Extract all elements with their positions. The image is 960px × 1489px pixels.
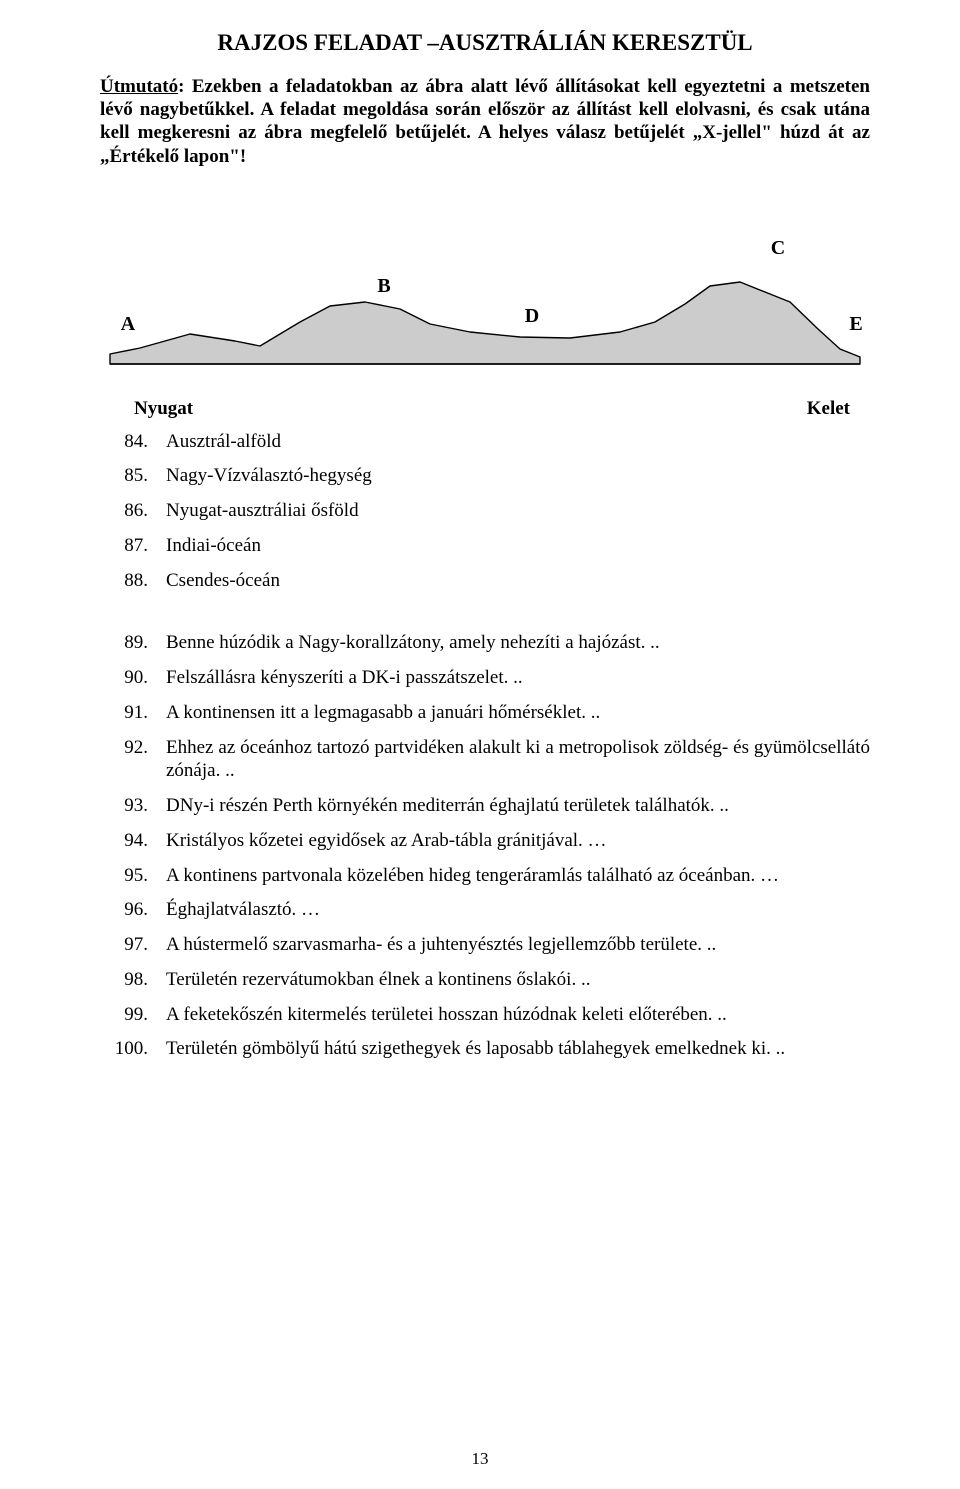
cross-section-diagram: A B D C E (100, 224, 870, 384)
item-number: 95. (100, 864, 166, 888)
item-text: Benne húzódik a Nagy-korallzátony, amely… (166, 631, 870, 655)
item-number: 86. (100, 499, 166, 523)
svg-text:D: D (525, 305, 539, 327)
item-number: 90. (100, 666, 166, 690)
intro-lead: Útmutató (100, 76, 178, 97)
list-item: 91.A kontinensen itt a legmagasabb a jan… (100, 701, 870, 725)
item-text: Csendes-óceán (166, 569, 870, 593)
item-number: 87. (100, 534, 166, 558)
item-number: 85. (100, 464, 166, 488)
list-item: 84.Ausztrál-alföld (100, 430, 870, 454)
list-item: 97.A hústermelő szarvasmarha- és a juhte… (100, 933, 870, 957)
item-text: Ehhez az óceánhoz tartozó partvidéken al… (166, 736, 870, 784)
item-number: 84. (100, 430, 166, 454)
item-text: DNy-i részén Perth környékén mediterrán … (166, 794, 870, 818)
svg-text:E: E (849, 313, 862, 335)
list-item: 88.Csendes-óceán (100, 569, 870, 593)
item-text: A kontinens partvonala közelében hideg t… (166, 864, 870, 888)
item-text: Kristályos kőzetei egyidősek az Arab-táb… (166, 829, 870, 853)
item-text: Területén gömbölyű hátú szigethegyek és … (166, 1037, 870, 1061)
item-text: Éghajlatválasztó. … (166, 898, 870, 922)
svg-text:A: A (121, 313, 136, 335)
item-number: 92. (100, 736, 166, 784)
page-title: RAJZOS FELADAT –AUSZTRÁLIÁN KERESZTÜL (100, 30, 870, 56)
question-list-a: 84.Ausztrál-alföld85.Nagy-Vízválasztó-he… (100, 430, 870, 593)
list-item: 92.Ehhez az óceánhoz tartozó partvidéken… (100, 736, 870, 784)
list-item: 86.Nyugat-ausztráliai ősföld (100, 499, 870, 523)
item-number: 89. (100, 631, 166, 655)
item-number: 93. (100, 794, 166, 818)
list-item: 93.DNy-i részén Perth környékén mediterr… (100, 794, 870, 818)
item-number: 91. (100, 701, 166, 725)
list-item: 89.Benne húzódik a Nagy-korallzátony, am… (100, 631, 870, 655)
item-text: A kontinensen itt a legmagasabb a január… (166, 701, 870, 725)
svg-text:C: C (771, 237, 785, 259)
item-text: Nagy-Vízválasztó-hegység (166, 464, 870, 488)
list-item: 95.A kontinens partvonala közelében hide… (100, 864, 870, 888)
item-number: 96. (100, 898, 166, 922)
direction-west: Nyugat (134, 398, 193, 420)
item-number: 88. (100, 569, 166, 593)
item-text: Nyugat-ausztráliai ősföld (166, 499, 870, 523)
item-text: Ausztrál-alföld (166, 430, 870, 454)
item-text: A hústermelő szarvasmarha- és a juhtenyé… (166, 933, 870, 957)
item-number: 100. (100, 1037, 166, 1061)
intro-rest: : Ezekben a feladatokban az ábra alatt l… (100, 76, 870, 167)
item-text: Indiai-óceán (166, 534, 870, 558)
list-item: 87.Indiai-óceán (100, 534, 870, 558)
instructions-paragraph: Útmutató: Ezekben a feladatokban az ábra… (100, 75, 870, 168)
question-list-b: 89.Benne húzódik a Nagy-korallzátony, am… (100, 631, 870, 1061)
page-number: 13 (0, 1449, 960, 1469)
list-item: 96.Éghajlatválasztó. … (100, 898, 870, 922)
list-gap (100, 603, 870, 631)
item-number: 94. (100, 829, 166, 853)
page: RAJZOS FELADAT –AUSZTRÁLIÁN KERESZTÜL Út… (0, 0, 960, 1489)
item-text: Felszállásra kényszeríti a DK-i passzáts… (166, 666, 870, 690)
svg-text:B: B (377, 275, 390, 297)
item-number: 97. (100, 933, 166, 957)
list-item: 99.A feketekőszén kitermelés területei h… (100, 1003, 870, 1027)
item-number: 98. (100, 968, 166, 992)
list-item: 85.Nagy-Vízválasztó-hegység (100, 464, 870, 488)
list-item: 90.Felszállásra kényszeríti a DK-i passz… (100, 666, 870, 690)
list-item: 94.Kristályos kőzetei egyidősek az Arab-… (100, 829, 870, 853)
profile-svg: A B D C E (100, 224, 870, 384)
direction-east: Kelet (807, 398, 850, 420)
item-number: 99. (100, 1003, 166, 1027)
list-item: 98.Területén rezervátumokban élnek a kon… (100, 968, 870, 992)
item-text: A feketekőszén kitermelés területei hoss… (166, 1003, 870, 1027)
direction-row: Nyugat Kelet (112, 398, 870, 420)
item-text: Területén rezervátumokban élnek a kontin… (166, 968, 870, 992)
list-item: 100.Területén gömbölyű hátú szigethegyek… (100, 1037, 870, 1061)
